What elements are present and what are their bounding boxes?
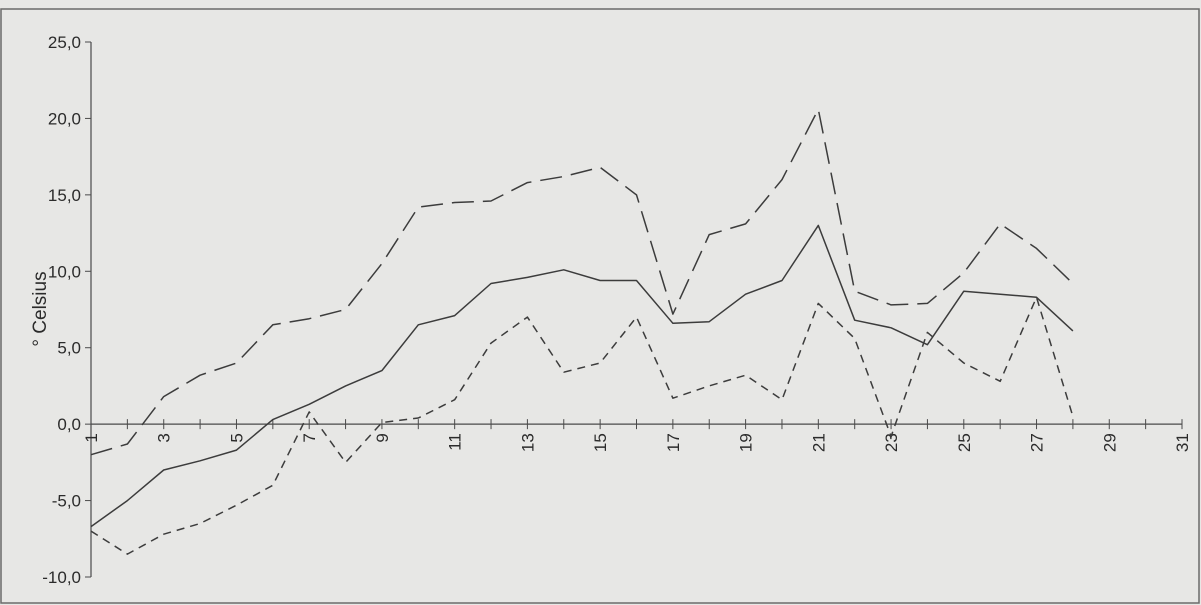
series-line-long-dash: [90, 108, 1074, 456]
y-tick-label: -5,0: [52, 492, 81, 511]
y-tick-label: 10,0: [48, 262, 81, 281]
x-tick-label: 31: [1173, 433, 1192, 452]
series-lines: [90, 108, 1074, 555]
x-tick-label: 11: [446, 433, 465, 451]
x-tick-label: 19: [737, 433, 756, 452]
y-axis-ticks: 25,0 20,0 15,0 10,0 5,0 0,0 -5,0 -10,0: [42, 33, 91, 587]
x-tick-label: 17: [664, 433, 683, 452]
x-tick-label: 15: [591, 433, 610, 452]
x-tick-label: 25: [955, 433, 974, 452]
y-tick-label: 0,0: [57, 415, 81, 434]
x-tick-label: 1: [82, 433, 101, 442]
x-tick-label: 23: [882, 433, 901, 452]
x-tick-label: 29: [1100, 433, 1119, 452]
x-tick-label: 13: [518, 433, 537, 452]
y-tick-label: 20,0: [48, 109, 81, 128]
y-tick-label: 15,0: [48, 186, 81, 205]
y-tick-label: 25,0: [48, 33, 81, 52]
x-tick-label: 27: [1028, 433, 1047, 452]
x-tick-label: 5: [227, 433, 246, 442]
x-tick-label: 7: [300, 433, 319, 442]
y-tick-label: 5,0: [57, 339, 81, 358]
x-axis-ticks: 1 3 5 7 9 11 13 15 17 19 21 23 25 27 29 31: [82, 419, 1192, 452]
chart-frame: [0, 8, 1200, 604]
x-tick-label: 21: [809, 433, 828, 452]
series-line-short-dash: [90, 296, 1074, 555]
y-axis-label: ° Celsius: [30, 271, 51, 346]
x-tick-label: 9: [373, 433, 392, 442]
x-tick-label: 3: [155, 433, 174, 442]
series-line-solid: [90, 224, 1074, 528]
y-tick-label: -10,0: [42, 568, 81, 587]
